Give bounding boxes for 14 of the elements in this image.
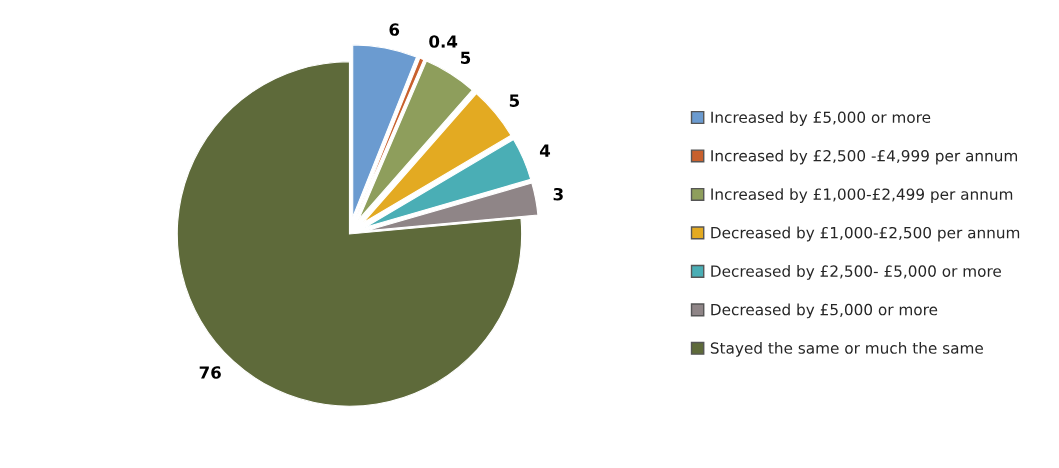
data-label: 4	[539, 144, 551, 157]
legend-label: Increased by £5,000 or more	[711, 111, 931, 126]
legend-label: Stayed the same or much the same	[710, 342, 983, 357]
data-label: 6	[389, 23, 400, 36]
legend-label: Decreased by £2,500- £5,000 or more	[711, 265, 1001, 280]
data-label: 0.4	[429, 35, 458, 48]
data-label: 76	[199, 366, 221, 379]
data-label: 5	[460, 51, 471, 65]
legend-label: Increased by £2,500 -£4,999 per annum	[711, 149, 1018, 165]
data-label: 3	[553, 187, 563, 201]
legend-label: Decreased by £1,000-£2,500 per annum	[711, 226, 1020, 242]
legend-label: Increased by £1,000-£2,499 per annum	[711, 188, 1013, 203]
legend-label: Decreased by £5,000 or more	[711, 303, 938, 319]
data-label: 5	[509, 94, 520, 107]
